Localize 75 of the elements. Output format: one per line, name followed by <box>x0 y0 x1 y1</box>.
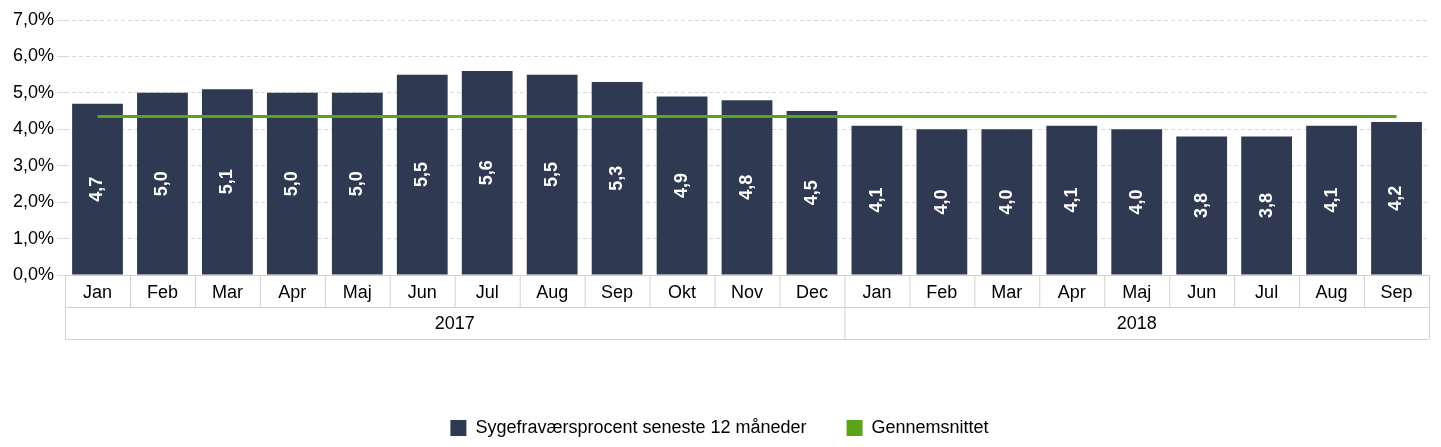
bar <box>461 71 513 275</box>
legend-label: Sygefraværsprocent seneste 12 måneder <box>475 416 807 437</box>
y-tick-label: 5,0% <box>13 81 55 102</box>
x-tick-label: Jul <box>475 281 499 302</box>
y-tick-label: 2,0% <box>13 191 55 212</box>
bar <box>721 100 773 275</box>
legend-label: Gennemsnittet <box>871 416 989 437</box>
bar <box>396 74 448 275</box>
x-tick-label: Mar <box>211 281 243 302</box>
data-label: 5,0 <box>151 171 172 197</box>
x-tick-label: Feb <box>146 281 178 302</box>
bar <box>916 129 968 275</box>
bar <box>786 111 838 275</box>
x-tick-label: Jun <box>1187 281 1217 302</box>
bar <box>526 74 578 275</box>
data-label: 4,7 <box>86 176 107 202</box>
x-tick-label: Apr <box>1057 281 1086 302</box>
data-label: 3,8 <box>1255 193 1276 219</box>
y-tick-label: 0,0% <box>13 263 55 284</box>
x-tick-label: Sep <box>601 281 634 302</box>
data-label: 4,1 <box>1060 187 1081 213</box>
bar <box>1111 129 1163 275</box>
bar <box>266 92 318 275</box>
data-label: 4,0 <box>1125 189 1146 215</box>
data-label: 4,2 <box>1385 185 1406 211</box>
data-label: 5,0 <box>346 171 367 197</box>
x-tick-label: Jul <box>1255 281 1279 302</box>
y-tick-label: 6,0% <box>13 45 55 66</box>
bar <box>851 125 903 275</box>
y-tick-label: 1,0% <box>13 227 55 248</box>
data-label: 4,5 <box>800 180 821 206</box>
text: 2017 <box>434 312 475 333</box>
data-label: 5,1 <box>216 169 237 195</box>
bar <box>1241 136 1293 275</box>
x-tick-label: Jan <box>862 281 892 302</box>
data-label: 3,8 <box>1190 193 1211 219</box>
data-label: 5,5 <box>411 162 432 188</box>
bar <box>202 89 253 275</box>
x-tick-label: Maj <box>342 281 372 302</box>
y-tick-label: 4,0% <box>13 118 55 139</box>
x-tick-label: Apr <box>278 281 307 302</box>
data-label: 4,1 <box>1320 187 1341 213</box>
bar <box>72 103 123 275</box>
x-tick-label: Jun <box>407 281 437 302</box>
x-tick-label: Dec <box>795 281 828 302</box>
x-tick-label: Sep <box>1380 281 1413 302</box>
data-label: 4,0 <box>930 189 951 215</box>
bar <box>1176 136 1228 275</box>
y-tick-label: 7,0% <box>13 8 55 29</box>
bar <box>1306 125 1357 275</box>
bar <box>656 96 708 275</box>
text: 2018 <box>1116 312 1157 333</box>
data-label: 5,6 <box>476 160 497 186</box>
x-tick-label: Jan <box>82 281 113 302</box>
bar <box>1371 122 1422 275</box>
data-label: 5,3 <box>606 165 627 191</box>
data-label: 5,5 <box>541 162 562 188</box>
data-label: 4,0 <box>995 189 1016 215</box>
bar <box>137 92 188 275</box>
bar <box>981 129 1033 275</box>
y-tick-label: 3,0% <box>13 154 55 175</box>
data-label: 5,0 <box>281 171 302 197</box>
bar <box>331 92 383 275</box>
x-tick-label: Okt <box>668 281 697 302</box>
x-tick-label: Nov <box>731 281 764 302</box>
x-tick-label: Aug <box>1315 281 1348 302</box>
x-tick-label: Aug <box>536 281 569 302</box>
bar <box>1046 125 1098 275</box>
data-label: 4,9 <box>671 172 692 199</box>
x-tick-label: Maj <box>1122 281 1152 302</box>
bar <box>591 81 643 275</box>
data-label: 4,8 <box>735 174 756 200</box>
data-label: 4,1 <box>865 187 886 213</box>
x-tick-label: Mar <box>991 281 1023 302</box>
x-tick-label: Feb <box>926 281 958 302</box>
